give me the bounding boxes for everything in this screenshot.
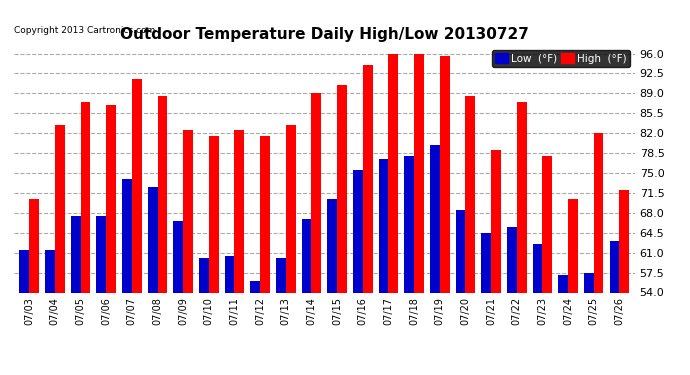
Bar (507, 227, 517, 292)
Bar (199, 258, 209, 292)
Legend: Low  (°F), High  (°F): Low (°F), High (°F) (492, 50, 629, 67)
Bar (337, 85, 347, 292)
Bar (455, 210, 466, 292)
Bar (327, 199, 337, 292)
Bar (388, 54, 398, 292)
Bar (122, 179, 132, 292)
Bar (132, 79, 141, 292)
Bar (286, 124, 295, 292)
Bar (620, 190, 629, 292)
Bar (414, 54, 424, 292)
Bar (311, 93, 322, 292)
Bar (584, 273, 593, 292)
Bar (29, 199, 39, 292)
Bar (19, 250, 29, 292)
Bar (363, 65, 373, 292)
Bar (440, 56, 449, 292)
Bar (148, 187, 157, 292)
Bar (225, 255, 235, 292)
Bar (157, 96, 167, 292)
Bar (482, 233, 491, 292)
Bar (276, 258, 286, 292)
Bar (209, 136, 219, 292)
Bar (173, 221, 183, 292)
Bar (593, 133, 604, 292)
Bar (430, 145, 440, 292)
Title: Outdoor Temperature Daily High/Low 20130727: Outdoor Temperature Daily High/Low 20130… (120, 27, 529, 42)
Bar (533, 244, 542, 292)
Bar (517, 102, 526, 292)
Bar (71, 216, 81, 292)
Bar (45, 250, 55, 292)
Bar (542, 156, 552, 292)
Bar (610, 241, 620, 292)
Bar (491, 150, 501, 292)
Bar (353, 170, 363, 292)
Bar (183, 130, 193, 292)
Bar (97, 216, 106, 292)
Bar (379, 159, 388, 292)
Bar (404, 156, 414, 292)
Bar (466, 96, 475, 292)
Bar (55, 124, 65, 292)
Bar (568, 199, 578, 292)
Text: Copyright 2013 Cartronics.com: Copyright 2013 Cartronics.com (14, 26, 155, 35)
Bar (81, 102, 90, 292)
Bar (250, 281, 260, 292)
Bar (106, 105, 116, 292)
Bar (235, 130, 244, 292)
Bar (260, 136, 270, 292)
Bar (302, 219, 311, 292)
Bar (558, 275, 568, 292)
